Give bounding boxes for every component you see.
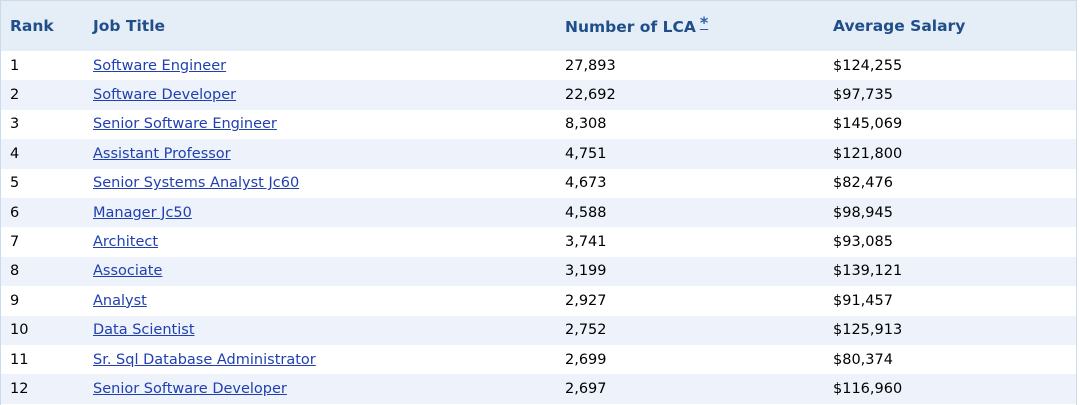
lca-cell: 3,199 (565, 263, 607, 280)
table-row: 6 Manager Jc50 4,588 $98,945 (1, 197, 1076, 228)
salary-cell: $82,476 (833, 175, 893, 192)
title-cell: Sr. Sql Database Administrator (84, 345, 560, 374)
table-row: 8 Associate 3,199 $139,121 (1, 256, 1076, 287)
salary-cell: $98,945 (833, 204, 893, 221)
table-body: 1 Software Engineer 27,893 $124,255 2 So… (1, 51, 1076, 404)
rank-cell: 4 (10, 145, 20, 162)
rank-cell: 1 (10, 57, 20, 74)
rank-cell: 5 (10, 175, 20, 192)
rank-cell: 6 (10, 204, 20, 221)
salary-cell: $145,069 (833, 116, 903, 133)
lca-cell: 4,588 (565, 204, 607, 221)
table-row: 4 Assistant Professor 4,751 $121,800 (1, 139, 1076, 169)
salary-cell: $125,913 (833, 322, 903, 339)
salary-cell: $139,121 (833, 263, 903, 280)
lca-cell: 4,751 (565, 145, 607, 162)
lca-cell: 8,308 (565, 116, 607, 133)
header-job-title: Job Title (93, 17, 166, 35)
rank-cell: 7 (10, 234, 20, 251)
rank-cell: 3 (10, 116, 20, 133)
lca-cell: 4,673 (565, 175, 607, 192)
header-average-salary: Average Salary (833, 17, 966, 35)
title-cell: Software Engineer (84, 51, 560, 80)
rank-cell: 11 (10, 351, 29, 368)
header-rank: Rank (10, 17, 54, 35)
salary-cell: $80,374 (833, 351, 893, 368)
table-row: 1 Software Engineer 27,893 $124,255 (1, 51, 1076, 81)
title-cell: Senior Software Developer (84, 374, 560, 403)
lca-cell: 27,893 (565, 57, 616, 74)
lca-cell: 2,697 (565, 380, 607, 397)
rank-cell: 2 (10, 87, 20, 104)
header-row: Rank Job Title Number of LCA * Average Sa… (1, 1, 1076, 51)
lca-cell: 3,741 (565, 234, 607, 251)
title-cell: Software Developer (84, 80, 560, 109)
table-row: 10 Data Scientist 2,752 $125,913 (1, 315, 1076, 345)
table-header: Rank Job Title Number of LCA * Average Sa… (1, 1, 1076, 51)
job-title-link[interactable]: Data Scientist (93, 322, 195, 339)
header-lca-label: Number of LCA (565, 17, 696, 36)
table-row: 12 Senior Software Developer 2,697 $116,… (1, 374, 1076, 404)
salary-cell: $97,735 (833, 87, 893, 104)
job-title-link[interactable]: Manager Jc50 (93, 204, 192, 221)
title-cell: Assistant Professor (84, 139, 560, 168)
table-row: 5 Senior Systems Analyst Jc60 4,673 $82,… (1, 168, 1076, 198)
job-title-link[interactable]: Analyst (93, 292, 147, 309)
job-title-link[interactable]: Senior Software Engineer (93, 116, 277, 133)
job-title-link[interactable]: Senior Software Developer (93, 380, 287, 397)
lca-footnote-link[interactable]: * (699, 12, 709, 32)
table-row: 2 Software Developer 22,692 $97,735 (1, 80, 1076, 110)
salary-cell: $121,800 (833, 145, 903, 162)
salary-cell: $93,085 (833, 234, 893, 251)
salary-cell: $124,255 (833, 57, 903, 74)
job-title-link[interactable]: Senior Systems Analyst Jc60 (93, 175, 300, 192)
title-cell: Senior Software Engineer (84, 110, 560, 139)
header-number-of-lca: Number of LCA * (560, 1, 828, 51)
lca-cell: 2,699 (565, 351, 607, 368)
title-cell: Manager Jc50 (84, 198, 560, 227)
lca-cell: 2,752 (565, 322, 607, 339)
job-title-link[interactable]: Sr. Sql Database Administrator (93, 351, 316, 368)
salary-cell: $91,457 (833, 292, 893, 309)
lca-cell: 22,692 (565, 87, 616, 104)
table-row: 3 Senior Software Engineer 8,308 $145,06… (1, 109, 1076, 140)
job-title-link[interactable]: Software Engineer (93, 57, 227, 74)
job-title-link[interactable]: Software Developer (93, 87, 237, 104)
rank-cell: 12 (10, 380, 29, 397)
title-cell: Architect (84, 227, 560, 256)
rank-cell: 9 (10, 292, 20, 309)
rank-cell: 8 (10, 263, 20, 280)
salary-cell: $116,960 (833, 380, 903, 397)
rank-cell: 10 (10, 322, 29, 339)
title-cell: Data Scientist (84, 316, 560, 345)
job-title-link[interactable]: Associate (93, 263, 163, 280)
lca-cell: 2,927 (565, 292, 607, 309)
title-cell: Senior Systems Analyst Jc60 (84, 169, 560, 198)
title-cell: Analyst (84, 286, 560, 315)
job-title-link[interactable]: Architect (93, 234, 159, 251)
title-cell: Associate (84, 257, 560, 286)
table-row: 11 Sr. Sql Database Administrator 2,699 … (1, 344, 1076, 375)
job-title-link[interactable]: Assistant Professor (93, 145, 231, 162)
table-row: 7 Architect 3,741 $93,085 (1, 227, 1076, 257)
table-row: 9 Analyst 2,927 $91,457 (1, 286, 1076, 316)
